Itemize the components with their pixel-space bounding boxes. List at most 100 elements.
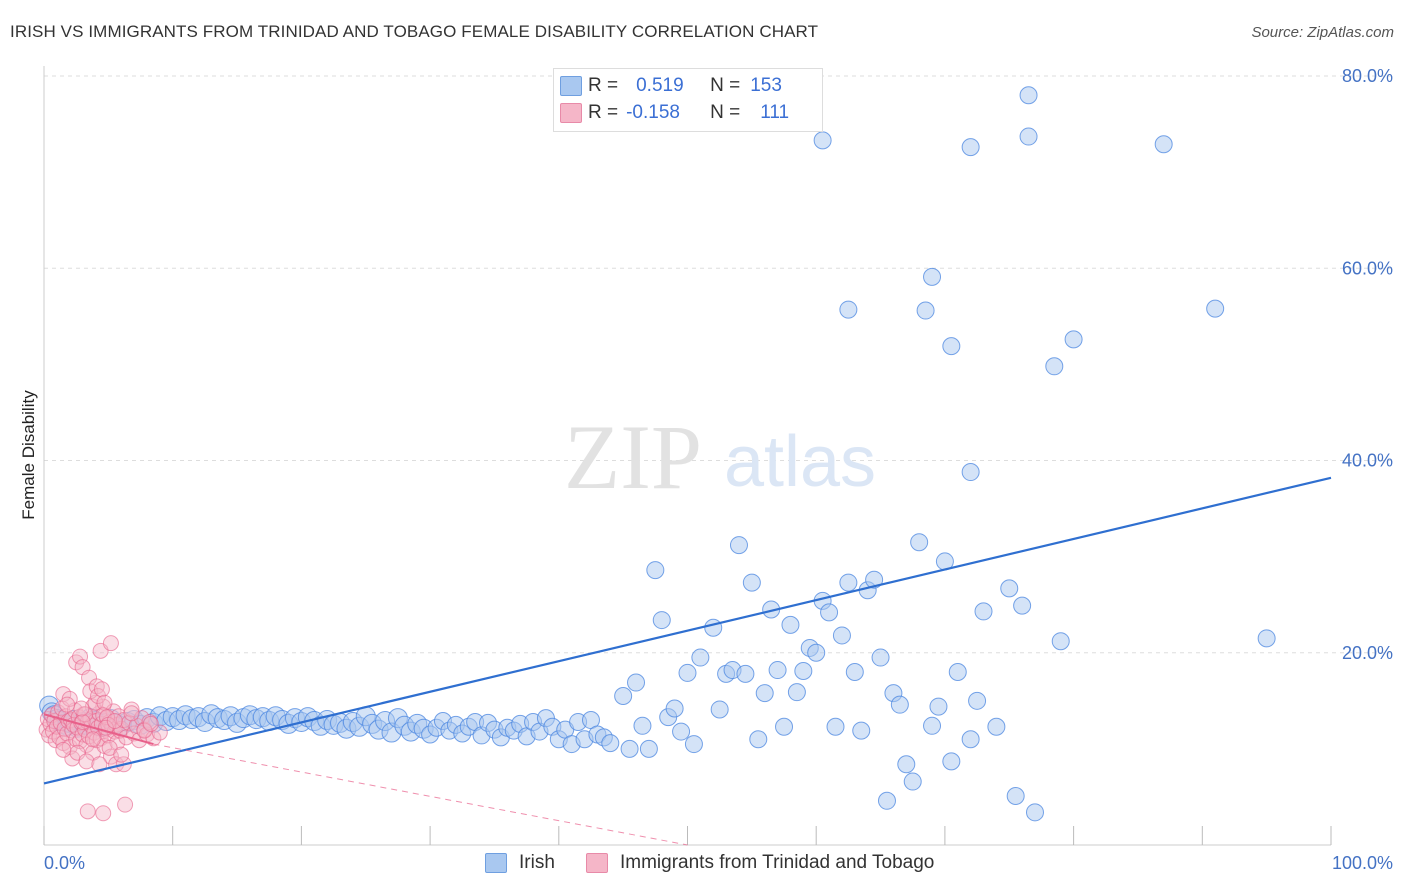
data-point-irish (787, 683, 806, 702)
data-point-irish (1006, 786, 1025, 805)
data-point-irish (768, 661, 787, 680)
data-point-irish (1206, 299, 1225, 318)
data-point-irish (897, 755, 916, 774)
x-tick-label: 0.0% (44, 853, 85, 873)
data-point-irish (1000, 579, 1019, 598)
data-point-irish (1051, 632, 1070, 651)
chart-title: IRISH VS IMMIGRANTS FROM TRINIDAD AND TO… (10, 22, 819, 41)
trend-line-trinidad (43, 713, 154, 746)
data-point-trinidad (117, 796, 134, 813)
tick-labels: 20.0% 40.0% 60.0% 80.0% 0.0% 100.0% (44, 66, 1393, 873)
data-point-irish (1064, 330, 1083, 349)
legend-n-label: N = (710, 102, 741, 123)
data-point-irish (865, 570, 884, 589)
data-point-irish (749, 730, 768, 749)
data-point-trinidad (113, 746, 130, 763)
data-point-trinidad (123, 705, 140, 722)
legend-label-irish: Irish (519, 852, 555, 873)
data-point-irish (1025, 803, 1044, 822)
data-point-irish (839, 573, 858, 592)
data-point-trinidad (91, 756, 108, 773)
data-point-irish (691, 648, 710, 667)
legend-label-trinidad: Immigrants from Trinidad and Tobago (620, 852, 935, 873)
data-point-irish (929, 697, 948, 716)
data-point-irish (807, 643, 826, 662)
legend-r-value: -0.158 (626, 102, 680, 123)
data-point-irish (736, 664, 755, 683)
data-point-irish (961, 730, 980, 749)
data-point-irish (826, 717, 845, 736)
source-credit: Source: ZipAtlas.com (1251, 24, 1394, 41)
data-point-trinidad (102, 635, 119, 652)
data-point-irish (1154, 135, 1173, 154)
data-point-irish (839, 300, 858, 319)
data-point-irish (614, 687, 633, 706)
data-point-irish (639, 739, 658, 758)
data-point-irish (916, 301, 935, 320)
data-point-trinidad (78, 753, 95, 770)
legend-n-label: N = (710, 75, 741, 96)
data-point-irish (987, 717, 1006, 736)
data-point-irish (601, 734, 620, 753)
data-point-irish (627, 673, 646, 692)
legend-r-value: 0.519 (636, 75, 684, 96)
legend-swatch-trinidad (586, 853, 608, 873)
legend-swatch-irish (560, 76, 582, 96)
legend-swatch-trinidad (560, 103, 582, 123)
data-point-irish (1019, 127, 1038, 146)
trend-line-trinidad-extension (153, 743, 688, 846)
data-point-irish (742, 573, 761, 592)
series-trinidad-tobago (38, 635, 168, 822)
data-point-irish (775, 717, 794, 736)
trend-lines (43, 476, 1332, 846)
data-point-irish (1019, 86, 1038, 105)
legend-item-trinidad: Immigrants from Trinidad and Tobago (586, 852, 934, 874)
data-point-irish (620, 739, 639, 758)
data-point-trinidad (79, 803, 96, 820)
data-point-irish (942, 752, 961, 771)
data-point-irish (890, 695, 909, 714)
data-point-irish (646, 561, 665, 580)
data-point-trinidad (82, 683, 99, 700)
data-point-irish (923, 716, 942, 735)
data-point-irish (903, 772, 922, 791)
series-irish (39, 86, 1276, 822)
watermark-zip: ZIP (564, 406, 702, 508)
data-point-irish (1013, 596, 1032, 615)
data-point-trinidad (84, 731, 101, 748)
data-point-trinidad (59, 696, 76, 713)
data-point-irish (755, 684, 774, 703)
data-point-irish (961, 463, 980, 482)
data-point-trinidad (95, 805, 112, 822)
legend-row-irish: R = 0.519 N = 153 (560, 73, 782, 99)
data-point-irish (633, 716, 652, 735)
data-point-trinidad (55, 686, 72, 703)
legend-n-value: 153 (750, 75, 782, 96)
y-tick-label: 80.0% (1342, 66, 1393, 86)
legend-swatch-irish (485, 853, 507, 873)
data-point-irish (672, 722, 691, 741)
x-tick-label: 100.0% (1332, 853, 1393, 873)
data-point-irish (845, 662, 864, 681)
data-point-trinidad (136, 722, 153, 739)
data-point-trinidad (72, 648, 89, 665)
data-point-trinidad (106, 712, 123, 729)
data-point-irish (832, 626, 851, 645)
legend-item-irish: Irish (485, 852, 555, 874)
data-point-irish (781, 615, 800, 634)
data-point-irish (820, 603, 839, 622)
y-tick-label: 60.0% (1342, 258, 1393, 278)
data-point-irish (948, 662, 967, 681)
trend-line-irish (43, 476, 1332, 785)
data-point-irish (877, 791, 896, 810)
gridlines (44, 75, 1393, 654)
data-point-irish (852, 721, 871, 740)
data-point-irish (871, 648, 890, 667)
data-point-trinidad (55, 741, 72, 758)
data-point-irish (678, 663, 697, 682)
data-point-irish (923, 267, 942, 286)
data-point-irish (974, 602, 993, 621)
data-point-irish (942, 337, 961, 356)
watermark: ZIP atlas (564, 406, 876, 508)
